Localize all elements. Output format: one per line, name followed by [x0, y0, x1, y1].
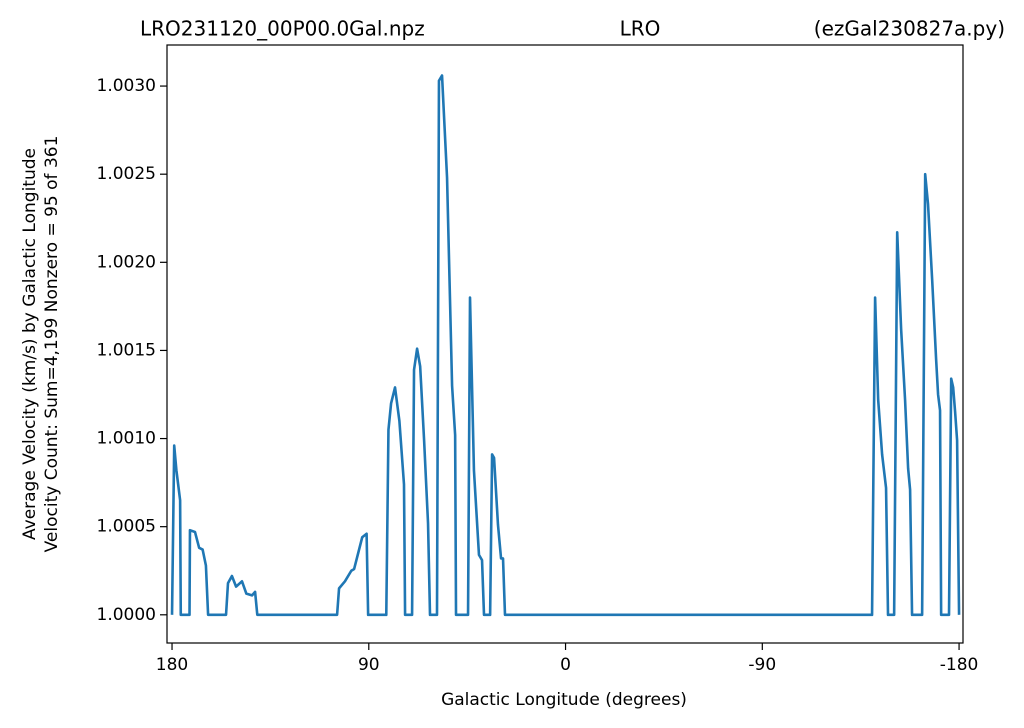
chart-title: LRO	[620, 17, 661, 41]
y-tick-label: 1.0025	[97, 164, 156, 184]
x-axis-label: Galactic Longitude (degrees)	[441, 690, 687, 710]
y-tick-label: 1.0005	[97, 517, 156, 537]
y-tick-label: 1.0020	[97, 252, 156, 272]
plot-frame	[166, 44, 964, 644]
line-series	[170, 74, 961, 617]
x-tick-label: 0	[560, 655, 571, 675]
chart-title-left: LRO231120_00P00.0Gal.npz	[140, 17, 425, 41]
x-tick-label: 90	[358, 655, 380, 675]
y-axis-label: Average Velocity (km/s) by Galactic Long…	[20, 148, 40, 540]
x-tick-label: 180	[156, 655, 188, 675]
y-tick-label: 1.0030	[97, 76, 156, 96]
y-axis-label: Velocity Count: Sum=4,199 Nonzero = 95 o…	[42, 136, 62, 553]
y-tick-label: 1.0000	[97, 605, 156, 625]
x-tick-label: -90	[748, 655, 776, 675]
y-tick-label: 1.0010	[97, 429, 156, 449]
x-tick-label: -180	[940, 655, 979, 675]
y-tick-label: 1.0015	[97, 340, 156, 360]
chart-title-right: (ezGal230827a.py)	[814, 17, 1005, 41]
